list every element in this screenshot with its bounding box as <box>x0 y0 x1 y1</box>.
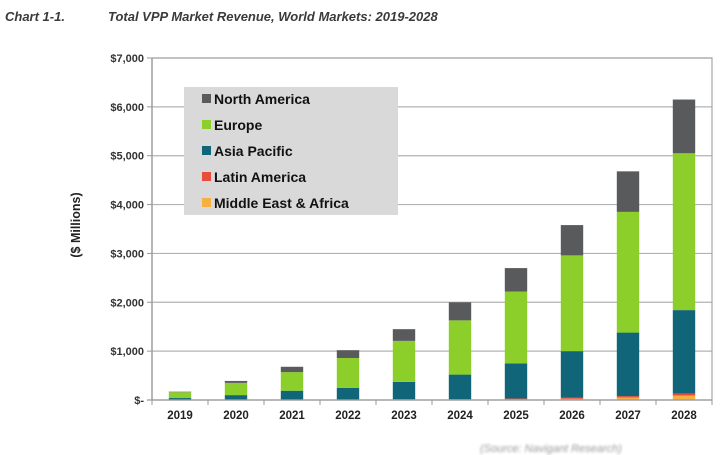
bar-segment-asia-pacific <box>337 388 359 400</box>
y-tick-label: $5,000 <box>110 151 144 163</box>
legend-label: North America <box>214 91 310 107</box>
bar-segment-middle-east-africa <box>673 396 695 400</box>
source-note: (Source: Navigant Research) <box>480 443 622 455</box>
bar-segment-north-america <box>337 350 359 358</box>
legend-item-asia-pacific: Asia Pacific <box>202 143 293 159</box>
bar-segment-europe <box>505 292 527 364</box>
x-tick-label: 2028 <box>671 410 697 422</box>
x-tick-label: 2027 <box>615 410 641 422</box>
legend-label: Europe <box>214 117 262 133</box>
legend-label: Asia Pacific <box>214 143 293 159</box>
y-axis-label: ($ Millions) <box>69 192 83 257</box>
bar-segment-latin-america <box>505 399 527 400</box>
y-tick-label: $6,000 <box>110 102 144 114</box>
bar-segment-north-america <box>673 100 695 154</box>
legend-swatch-asia-pacific <box>202 146 211 155</box>
bar-segment-asia-pacific <box>225 395 247 400</box>
bar-segment-europe <box>281 372 303 391</box>
bar-segment-asia-pacific <box>393 382 415 399</box>
bar-stack-2021 <box>281 367 303 400</box>
bar-stack-2025 <box>505 268 527 400</box>
bar-stack-2020 <box>225 381 247 400</box>
bar-segment-north-america <box>617 171 639 212</box>
y-tick-label: $1,000 <box>110 346 144 358</box>
bar-segment-europe <box>617 212 639 333</box>
legend-item-latin-america: Latin America <box>202 169 306 185</box>
bar-segment-europe <box>673 153 695 310</box>
legend-item-north-america: North America <box>202 91 310 107</box>
y-axis-ticks: $- $1,000 $2,000 $3,000 $4,000 $5,000 $6,000 $7… <box>110 53 152 407</box>
bar-segment-north-america <box>505 268 527 291</box>
bar-segment-latin-america <box>617 396 639 397</box>
y-tick-label: $- <box>134 395 144 407</box>
bar-segment-europe <box>169 392 191 398</box>
bar-stack-2028 <box>673 100 695 400</box>
bar-segment-asia-pacific <box>281 391 303 400</box>
legend-label: Middle East & Africa <box>214 195 349 211</box>
bar-segment-north-america <box>561 225 583 255</box>
legend-swatch-europe <box>202 120 211 129</box>
bar-stack-2022 <box>337 350 359 400</box>
x-tick-label: 2023 <box>391 410 417 422</box>
legend-swatch-north-america <box>202 94 211 103</box>
bar-segment-asia-pacific <box>561 351 583 398</box>
bar-segment-europe <box>561 255 583 351</box>
bar-segment-asia-pacific <box>449 375 471 399</box>
x-axis-ticks: 2019 2020 2021 2022 2023 2024 2025 2026 2027 2028 <box>152 400 712 422</box>
bar-segment-europe <box>449 320 471 374</box>
y-tick-label: $3,000 <box>110 248 144 260</box>
bar-segment-latin-america <box>673 394 695 396</box>
legend-item-middle-east-africa: Middle East & Africa <box>202 195 349 211</box>
legend-swatch-latin-america <box>202 172 211 181</box>
bar-segment-asia-pacific <box>673 310 695 394</box>
x-tick-label: 2025 <box>503 410 529 422</box>
x-tick-label: 2022 <box>335 410 361 422</box>
bar-stack-2019 <box>169 392 191 400</box>
x-tick-label: 2024 <box>447 410 473 422</box>
bar-stack-2024 <box>449 302 471 400</box>
bar-segment-asia-pacific <box>505 363 527 398</box>
bar-segment-north-america <box>393 329 415 341</box>
bar-segment-europe <box>337 358 359 388</box>
bar-segment-latin-america <box>561 398 583 399</box>
bar-stack-2023 <box>393 329 415 400</box>
legend-label: Latin America <box>214 169 306 185</box>
bar-segment-europe <box>393 341 415 382</box>
x-tick-label: 2019 <box>167 410 193 422</box>
legend: North America Europe Asia Pacific Latin … <box>184 87 398 215</box>
y-tick-label: $4,000 <box>110 200 144 212</box>
bar-segment-north-america <box>449 302 471 320</box>
legend-item-europe: Europe <box>202 117 262 133</box>
bar-segment-north-america <box>225 381 247 383</box>
y-tick-label: $7,000 <box>110 53 144 65</box>
legend-swatch-middle-east-africa <box>202 198 211 207</box>
bar-stack-2027 <box>617 171 639 400</box>
bar-stack-2026 <box>561 225 583 400</box>
x-tick-label: 2020 <box>223 410 249 422</box>
x-tick-label: 2021 <box>279 410 305 422</box>
bar-segment-europe <box>225 383 247 395</box>
bar-segment-asia-pacific <box>617 333 639 397</box>
x-tick-label: 2026 <box>559 410 585 422</box>
y-tick-label: $2,000 <box>110 297 144 309</box>
bar-segment-north-america <box>281 367 303 372</box>
